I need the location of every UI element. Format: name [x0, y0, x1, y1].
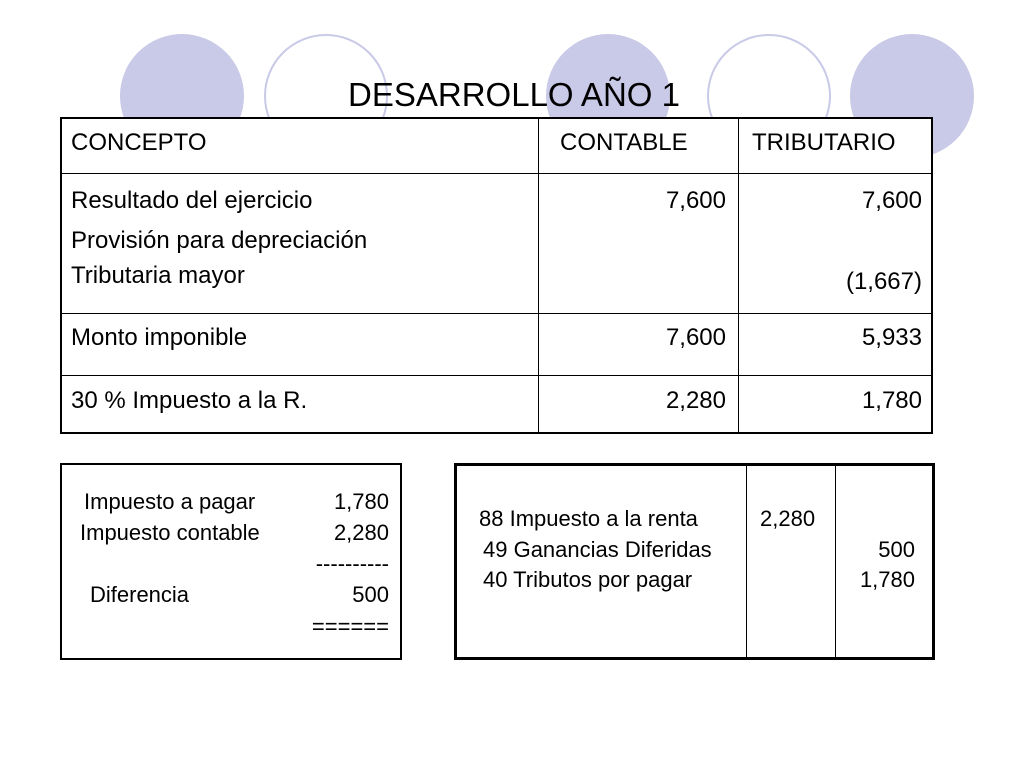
row1-contable: 7,600 [665, 187, 726, 214]
row-divider-3 [62, 375, 931, 376]
summary-value-2: 2,280 [333, 520, 389, 545]
journal-divider-2 [835, 466, 836, 657]
row1-tributario-line2: (1,667) [845, 268, 922, 295]
header-contable: CONTABLE [560, 129, 688, 156]
row-divider-2 [62, 313, 931, 314]
row2-concepto: Monto imponible [71, 324, 248, 351]
col-divider-2 [738, 119, 739, 432]
journal-account-1: 88 Impuesto a la renta [479, 506, 698, 531]
journal-credit-3: 1,780 [859, 567, 915, 592]
summary-value-diferencia: 500 [352, 582, 389, 607]
row1-concepto-line1: Resultado del ejercicio [71, 187, 313, 214]
journal-debit-1: 2,280 [760, 506, 816, 531]
journal-account-2: 49 Ganancias Diferidas [483, 537, 712, 562]
journal-account-3: 40 Tributos por pagar [483, 567, 693, 592]
col-divider-1 [538, 119, 539, 432]
header-concepto: CONCEPTO [71, 129, 207, 156]
row3-tributario: 1,780 [861, 387, 922, 414]
summary-dashes: ---------- [315, 551, 389, 576]
row1-tributario-line1: 7,600 [861, 187, 922, 214]
summary-double-line: ====== [311, 614, 389, 639]
journal-entry-box: 88 Impuesto a la renta 2,280 49 Ganancia… [454, 463, 935, 660]
row2-tributario: 5,933 [861, 324, 922, 351]
header-tributario: TRIBUTARIO [752, 129, 896, 156]
row1-concepto-line2: Provisión para depreciación [71, 227, 368, 254]
desarrollo-table: CONCEPTO CONTABLE TRIBUTARIO Resultado d… [60, 117, 933, 434]
summary-label-1: Impuesto a pagar [84, 489, 256, 514]
row3-contable: 2,280 [665, 387, 726, 414]
journal-credit-2: 500 [878, 537, 915, 562]
row-divider-1 [62, 173, 931, 174]
summary-value-1: 1,780 [333, 489, 389, 514]
summary-label-diferencia: Diferencia [90, 582, 190, 607]
summary-box: Impuesto a pagar 1,780 Impuesto contable… [60, 463, 402, 660]
summary-label-2: Impuesto contable [80, 520, 260, 545]
page-title: DESARROLLO AÑO 1 [348, 76, 680, 113]
row2-contable: 7,600 [665, 324, 726, 351]
row3-concepto: 30 % Impuesto a la R. [71, 387, 308, 414]
journal-divider-1 [746, 466, 747, 657]
row1-concepto-line3: Tributaria mayor [71, 262, 245, 289]
